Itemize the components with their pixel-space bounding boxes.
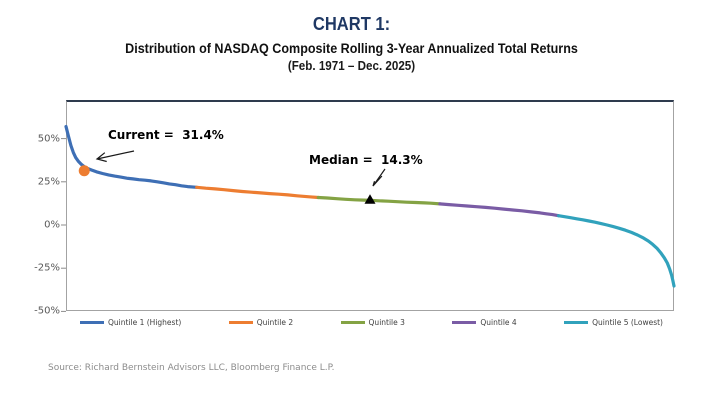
- legend-item-quintile-1: Quintile 1 (Highest): [80, 318, 181, 327]
- current-annotation-label: Current = 31.4%: [108, 128, 224, 142]
- legend-swatch-quintile-3: [340, 321, 365, 324]
- legend-label-quintile-3: Quintile 3: [368, 318, 405, 327]
- legend-swatch-quintile-5: [564, 321, 589, 324]
- legend-swatch-quintile-1: [80, 321, 104, 324]
- plot-area: [66, 100, 674, 311]
- chart-title: CHART 1:: [312, 14, 391, 34]
- chart-header: CHART 1: Distribution of NASDAQ Composit…: [0, 14, 703, 73]
- y-tick-label: 0%: [44, 219, 60, 231]
- legend-swatch-quintile-2: [228, 321, 253, 324]
- y-tick-label: 25%: [37, 176, 60, 188]
- legend-label-quintile-2: Quintile 2: [256, 318, 294, 327]
- chart-subtitle: Distribution of NASDAQ Composite Rolling…: [125, 41, 578, 56]
- legend-item-quintile-3: Quintile 3: [340, 318, 405, 327]
- source-note: Source: Richard Bernstein Advisors LLC, …: [48, 363, 335, 373]
- legend-item-quintile-2: Quintile 2: [228, 318, 294, 327]
- legend-label-quintile-4: Quintile 4: [480, 318, 517, 327]
- legend-label-quintile-5: Quintile 5 (Lowest): [592, 318, 663, 327]
- chart-period: (Feb. 1971 – Dec. 2025): [287, 59, 416, 73]
- chart-legend: Quintile 1 (Highest) Quintile 2 Quintile 3…: [80, 318, 663, 327]
- legend-label-quintile-1: Quintile 1 (Highest): [108, 318, 182, 327]
- median-annotation-label: Median = 14.3%: [309, 153, 423, 167]
- legend-item-quintile-4: Quintile 4: [452, 318, 517, 327]
- y-tick-label: -50%: [34, 305, 60, 317]
- legend-swatch-quintile-4: [452, 321, 477, 324]
- legend-item-quintile-5: Quintile 5 (Lowest): [564, 318, 663, 327]
- y-tick-label: 50%: [37, 133, 60, 145]
- y-tick-label: -25%: [34, 262, 60, 274]
